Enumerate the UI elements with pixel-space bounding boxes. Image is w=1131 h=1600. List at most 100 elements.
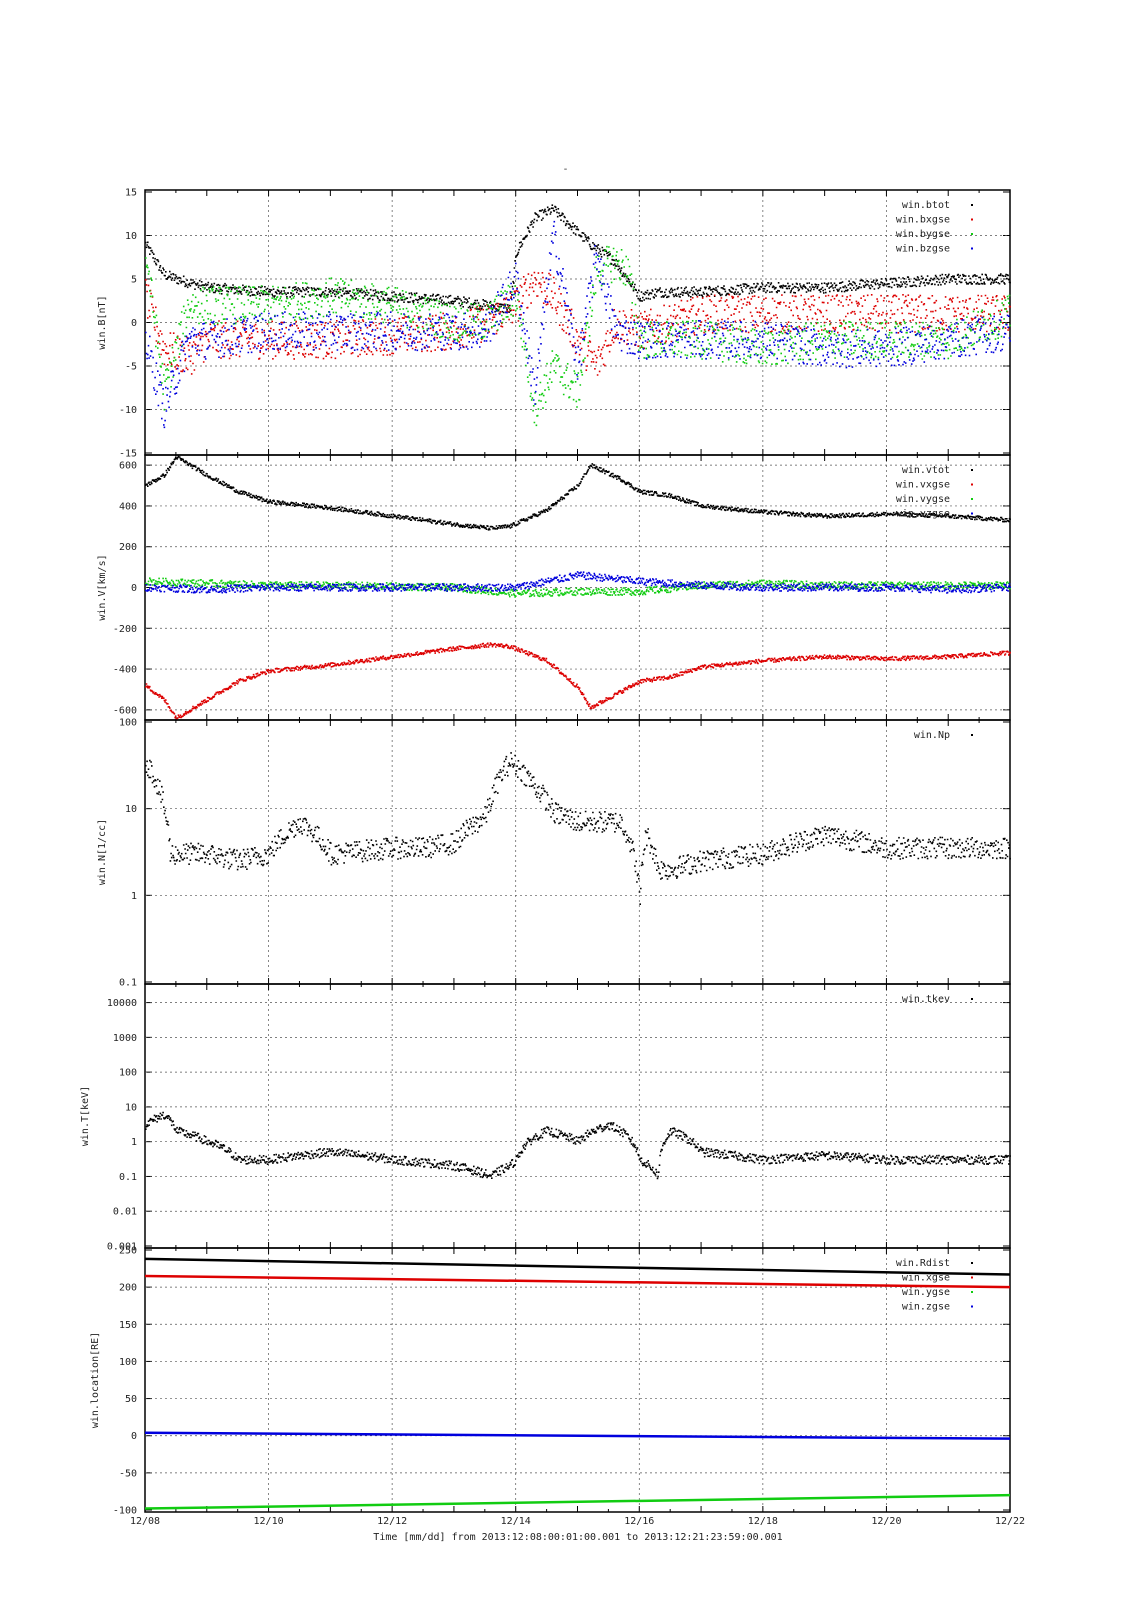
legend-label-0-1: win.bxgse xyxy=(896,215,950,226)
series-win.Np xyxy=(145,752,1011,905)
legend-mark-0-2 xyxy=(971,233,973,235)
ytick-label-2-2: 1 xyxy=(131,891,137,902)
ylabel-3: win.T[keV] xyxy=(80,1086,91,1146)
xtick-label-7: 12/22 xyxy=(995,1516,1025,1527)
ytick-label-3-2: 100 xyxy=(119,1068,137,1079)
ytick-label-3-6: 0.01 xyxy=(113,1207,137,1218)
ylabel-0: win.B[nT] xyxy=(97,295,108,349)
legend-mark-0-3 xyxy=(971,247,973,250)
legend-label-0-0: win.btot xyxy=(902,200,950,211)
legend-label-4-0: win.Rdist xyxy=(896,1258,950,1269)
ytick-label-1-1: 400 xyxy=(119,501,137,512)
xtick-label-6: 12/20 xyxy=(871,1516,901,1527)
legend-mark-2-0 xyxy=(971,734,973,736)
points-win.vtot xyxy=(145,455,1011,531)
ytick-label-1-0: 600 xyxy=(119,461,137,472)
legend-label-1-2: win.vygse xyxy=(896,494,950,505)
ytick-label-3-4: 1 xyxy=(131,1137,137,1148)
legend-mark-1-3 xyxy=(971,512,973,515)
points-win.vxgse xyxy=(145,642,1011,720)
panel-frame-4 xyxy=(144,1247,1011,1513)
series-win.vtot xyxy=(145,455,1011,531)
ylabel-1: win.V[km/s] xyxy=(97,554,108,620)
ytick-label-1-4: -200 xyxy=(113,624,137,635)
series-win.zgse xyxy=(144,1431,1011,1440)
xtick-label-3: 12/14 xyxy=(501,1516,531,1527)
ytick-label-4-5: 0 xyxy=(131,1431,137,1442)
ytick-label-4-4: 50 xyxy=(125,1394,137,1405)
ytick-label-0-3: 0 xyxy=(131,318,137,329)
legend-label-3-0: win.tkev xyxy=(902,994,950,1005)
ytick-label-4-2: 150 xyxy=(119,1320,137,1331)
legend-label-2-0: win.Np xyxy=(914,730,950,741)
points-win.bzgse xyxy=(145,220,1011,429)
ylabel-4: win.location[RE] xyxy=(90,1332,101,1428)
series-win.vxgse xyxy=(145,642,1011,720)
legend-mark-4-2 xyxy=(971,1291,973,1293)
legend-mark-1-2 xyxy=(971,498,973,500)
ytick-label-3-7: 0.001 xyxy=(107,1242,137,1253)
ytick-label-2-3: 0.1 xyxy=(119,978,137,989)
footer-time-range: Time [mm/dd] from 2013:12:08:00:01:00.00… xyxy=(373,1532,782,1543)
xtick-label-1: 12/10 xyxy=(254,1516,284,1527)
ytick-label-2-0: 100 xyxy=(119,718,137,729)
ytick-label-4-7: -100 xyxy=(113,1506,137,1517)
ytick-label-1-6: -600 xyxy=(113,705,137,716)
legend-label-4-1: win.xgse xyxy=(902,1273,950,1284)
series-win.tkev xyxy=(145,1111,1011,1180)
series-win.vzgse xyxy=(145,571,1011,594)
ytick-label-4-0: 250 xyxy=(119,1246,137,1257)
ytick-label-4-1: 200 xyxy=(119,1283,137,1294)
legend-mark-1-1 xyxy=(971,483,973,486)
line-win.Rdist xyxy=(144,1257,1011,1276)
ytick-label-3-3: 10 xyxy=(125,1102,137,1113)
xtick-label-2: 12/12 xyxy=(377,1516,407,1527)
line-win.ygse xyxy=(144,1493,1011,1510)
ytick-label-1-2: 200 xyxy=(119,542,137,553)
xtick-label-5: 12/18 xyxy=(748,1516,778,1527)
legend-mark-0-0 xyxy=(971,204,973,206)
legend-label-0-2: win.bygse xyxy=(896,229,950,240)
legend-label-1-3: win.vzgse xyxy=(896,509,950,520)
xtick-label-4: 12/16 xyxy=(624,1516,654,1527)
ytick-label-3-0: 10000 xyxy=(107,998,137,1009)
points-win.vzgse xyxy=(145,571,1011,594)
legend-mark-3-0 xyxy=(971,998,973,1000)
points-win.tkev xyxy=(145,1111,1011,1180)
legend-mark-4-0 xyxy=(971,1262,973,1264)
ytick-label-0-1: 10 xyxy=(125,231,137,242)
series-win.ygse xyxy=(144,1493,1011,1510)
legend-mark-4-1 xyxy=(971,1276,973,1279)
xtick-label-0: 12/08 xyxy=(130,1516,160,1527)
panel-frame-2 xyxy=(144,719,1011,985)
legend-mark-1-0 xyxy=(971,469,973,471)
points-win.btot xyxy=(145,204,1011,314)
ytick-label-3-5: 0.1 xyxy=(119,1172,137,1183)
legend-label-0-3: win.bzgse xyxy=(896,244,950,255)
ytick-label-0-4: -5 xyxy=(125,362,137,373)
series-win.Rdist xyxy=(144,1257,1011,1276)
legend-mark-4-3 xyxy=(971,1305,973,1308)
ytick-label-0-6: -15 xyxy=(119,449,137,460)
series-win.xgse xyxy=(144,1274,1011,1289)
ytick-label-4-3: 100 xyxy=(119,1357,137,1368)
legend-label-4-2: win.ygse xyxy=(902,1287,950,1298)
line-win.zgse xyxy=(144,1431,1011,1440)
ytick-label-0-2: 5 xyxy=(131,275,137,286)
page-title: - xyxy=(562,164,569,175)
ytick-label-4-6: -50 xyxy=(119,1468,137,1479)
legend-label-1-1: win.vxgse xyxy=(896,480,950,491)
legend-label-1-0: win.vtot xyxy=(902,465,950,476)
ylabel-2: win.N[1/cc] xyxy=(97,819,108,885)
points-win.bygse xyxy=(145,245,1011,427)
series-win.bygse xyxy=(145,245,1011,427)
ytick-label-3-1: 1000 xyxy=(113,1033,137,1044)
ytick-label-2-1: 10 xyxy=(125,804,137,815)
panel-frame-3 xyxy=(144,983,1011,1249)
ytick-label-0-0: 15 xyxy=(125,188,137,199)
ytick-label-1-5: -400 xyxy=(113,665,137,676)
line-win.xgse xyxy=(144,1274,1011,1289)
legend-label-4-3: win.zgse xyxy=(902,1302,950,1313)
ytick-label-0-5: -10 xyxy=(119,405,137,416)
